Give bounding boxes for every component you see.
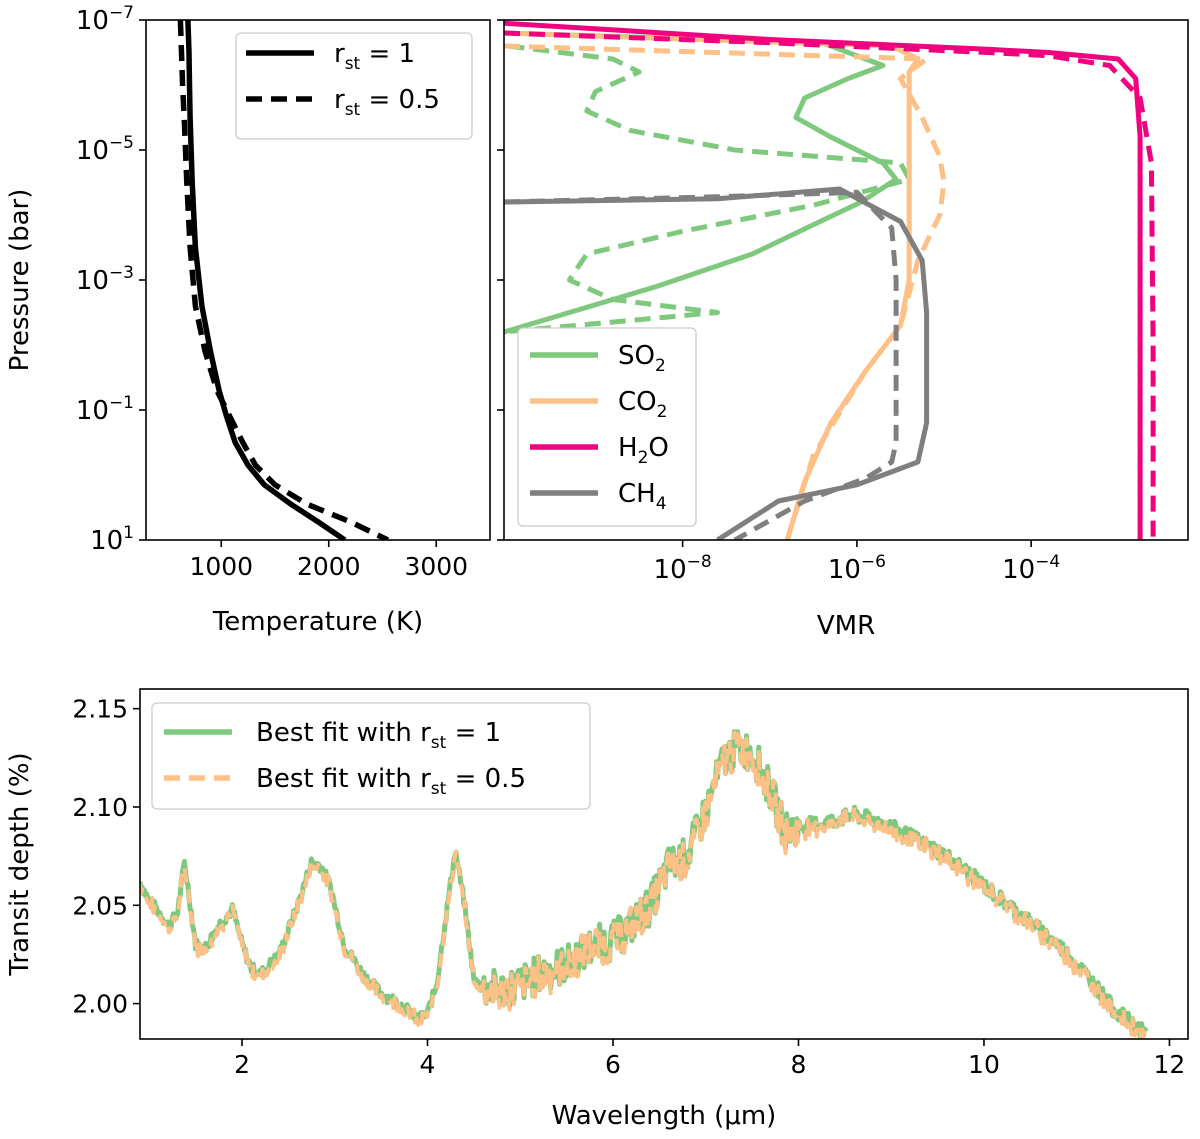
legend-entry-h-sub: 2 <box>638 448 649 468</box>
transit-ytick-label: 2.05 <box>72 891 128 920</box>
vmr-line-ch4-solid <box>504 186 930 540</box>
vmr-line-co2-dashed <box>504 43 947 540</box>
legend-entry-h-rest: O <box>648 433 668 463</box>
spectrum-line-rst-0.5 <box>140 730 1149 1039</box>
legend-entry-fit-0-main: Best fit with r <box>256 718 431 748</box>
pressure-ytick-label-main: 10 <box>76 266 109 296</box>
pressure-ytick-label-main: 10 <box>76 136 109 166</box>
pressure-ytick-label-sub: −3 <box>109 263 134 283</box>
legend-entry-fit-0-sub: st <box>431 733 447 753</box>
transit-ytick-label: 2.00 <box>72 990 128 1019</box>
legend-entry-co: CO2 <box>618 387 667 422</box>
legend-entry-0-main: r <box>334 39 345 69</box>
legend-entry-0-rest: = 1 <box>360 39 415 69</box>
legend-entry-0-sub: st <box>345 54 361 74</box>
vmr-xtick-label-sub: −4 <box>1035 552 1060 572</box>
legend-entry-co-sub: 2 <box>657 402 668 422</box>
legend-entry-h: H2O <box>618 433 669 468</box>
pressure-ytick-label-sub: −7 <box>109 3 134 23</box>
legend-entry-0: rst = 1 <box>334 39 415 74</box>
vmr-xtick-label-main: 10 <box>1002 555 1035 585</box>
vmr-line-h2o-solid <box>504 20 1143 540</box>
vmr-xtick-label-sub: −8 <box>687 552 712 572</box>
transit-depth-ylabel: Transit depth (%) <box>5 752 35 976</box>
vmr-xtick-label-main: 10 <box>828 555 861 585</box>
legend-entry-1-rest: = 0.5 <box>360 85 440 115</box>
pressure-ytick-label-sub: −5 <box>109 133 134 153</box>
legend-frame <box>151 702 591 810</box>
vmr-xtick-label: 10−4 <box>1002 552 1060 585</box>
pressure-ytick-label: 10−1 <box>76 393 134 426</box>
legend-entry-fit-0-rest: = 1 <box>446 718 501 748</box>
vmr-axes-frame <box>503 19 1189 541</box>
wavelength-xlabel: Wavelength (μm) <box>552 1101 777 1131</box>
pressure-ytick-label: 101 <box>90 523 134 556</box>
wavelength-xtick-label: 8 <box>791 1050 807 1079</box>
pressure-ytick-label-sub: 1 <box>123 523 134 543</box>
transit-ytick-label: 2.15 <box>72 695 128 724</box>
legend-entry-1-sub: st <box>345 100 361 120</box>
legend-entry-so: SO2 <box>618 341 666 376</box>
legend-frame <box>517 327 697 527</box>
pressure-ytick-label: 10−5 <box>76 133 134 166</box>
temperature-line-dashed <box>177 20 390 540</box>
vmr-line-so2-solid <box>504 30 899 335</box>
legend-entry-fit-1: Best fit with rst = 0.5 <box>256 764 526 799</box>
pressure-ylabel: Pressure (bar) <box>5 189 35 372</box>
vmr-line-ch4-dashed <box>504 189 899 540</box>
spectrum-axes-frame <box>139 688 1189 1040</box>
vmr-xtick-label-main: 10 <box>654 555 687 585</box>
vmr-xlabel: VMR <box>817 611 875 641</box>
vmr-xtick-label-sub: −6 <box>861 552 886 572</box>
legend-entry-h-main: H <box>618 433 638 463</box>
vmr-xtick-label: 10−6 <box>828 552 886 585</box>
pressure-ytick-label-main: 10 <box>90 526 123 556</box>
legend-entry-ch-main: CH <box>618 479 656 509</box>
legend-frame <box>235 32 473 140</box>
transit-ytick-label: 2.10 <box>72 793 128 822</box>
temperature-line-solid <box>185 20 347 540</box>
legend-entry-fit-1-rest: = 0.5 <box>446 764 526 794</box>
pressure-ytick-label-main: 10 <box>76 396 109 426</box>
vmr-line-so2-dashed <box>504 43 912 335</box>
temperature-xtick-label: 3000 <box>404 552 468 581</box>
legend-entry-ch-sub: 4 <box>656 494 667 514</box>
temperature-xlabel: Temperature (K) <box>212 607 423 637</box>
wavelength-xtick-label: 4 <box>420 1050 436 1079</box>
wavelength-xtick-label: 2 <box>234 1050 250 1079</box>
legend-entry-so-sub: 2 <box>655 356 666 376</box>
vmr-line-h2o-dashed <box>504 30 1156 540</box>
wavelength-xtick-label: 6 <box>605 1050 621 1079</box>
wavelength-xtick-label: 12 <box>1154 1050 1186 1079</box>
wavelength-xtick-label: 10 <box>968 1050 1000 1079</box>
pressure-ytick-label: 10−3 <box>76 263 134 296</box>
legend-entry-fit-1-main: Best fit with r <box>256 764 431 794</box>
temperature-xtick-label: 1000 <box>189 552 253 581</box>
legend-entry-1: rst = 0.5 <box>334 85 440 120</box>
spectrum-panel: 2 4 6 8 10 12 2.00 2.05 2.10 2.15 Wavelength (μm… <box>5 688 1189 1131</box>
pressure-ytick-label-main: 10 <box>76 6 109 36</box>
legend-entry-co-main: CO <box>618 387 657 417</box>
legend-entry-1-main: r <box>334 85 345 115</box>
pressure-ytick-label-sub: −1 <box>109 393 134 413</box>
pressure-ytick-label: 10−7 <box>76 3 134 36</box>
legend-entry-so-main: SO <box>618 341 655 371</box>
legend-entry-ch: CH4 <box>618 479 667 514</box>
vmr-xtick-label: 10−8 <box>654 552 712 585</box>
legend-entry-fit-0: Best fit with rst = 1 <box>256 718 501 753</box>
legend-entry-fit-1-sub: st <box>431 779 447 799</box>
temperature-xtick-label: 2000 <box>297 552 361 581</box>
